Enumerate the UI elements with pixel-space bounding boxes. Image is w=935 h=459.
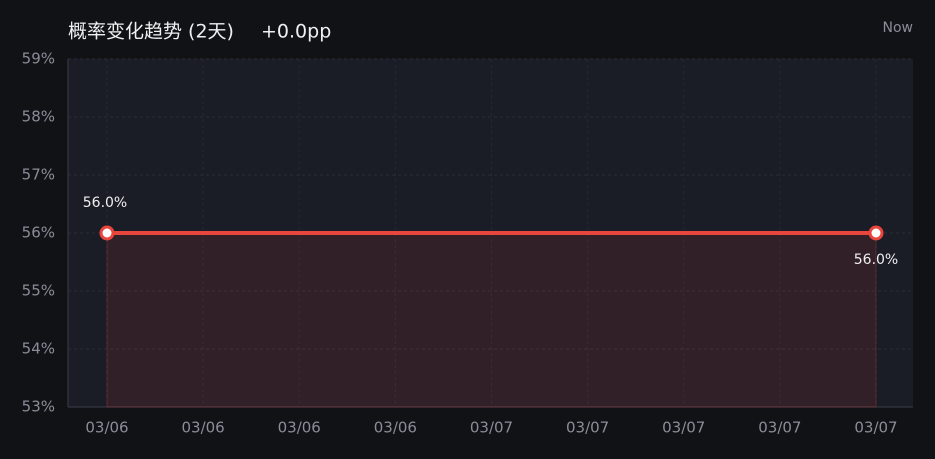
x-tick-label: 03/07 [854, 419, 897, 437]
x-tick-label: 03/07 [662, 419, 705, 437]
x-tick-label: 03/06 [374, 419, 417, 437]
y-tick-label: 55% [22, 282, 55, 300]
area [106, 232, 877, 408]
x-tick-label: 03/07 [566, 419, 609, 437]
y-tick-label: 54% [22, 340, 55, 358]
value-label: 56.0% [83, 195, 127, 211]
value-label: 56.0% [854, 252, 898, 268]
x-tick-label: 03/06 [182, 419, 225, 437]
y-tick-label: 57% [22, 166, 55, 184]
point [868, 225, 884, 241]
y-tick-label: 58% [22, 108, 55, 126]
change-label: +0.0pp [261, 21, 331, 43]
x-tick-label: 03/06 [85, 419, 128, 437]
now-label: Now [883, 20, 914, 36]
y-tick-label: 56% [22, 224, 55, 242]
x-tick-label: 03/07 [758, 419, 801, 437]
chart-title: 概率变化趋势 (2天) [68, 21, 234, 43]
y-tick-label: 53% [22, 398, 55, 416]
y-tick-label: 59% [22, 50, 55, 68]
x-tick-label: 03/06 [278, 419, 321, 437]
x-tick-label: 03/07 [470, 419, 513, 437]
point [99, 225, 115, 241]
